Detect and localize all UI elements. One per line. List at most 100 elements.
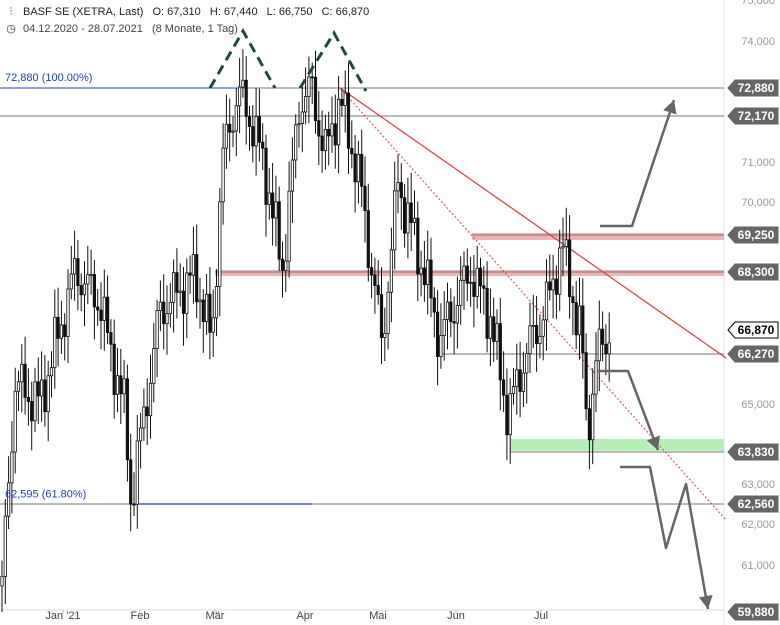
horizontal-levels <box>0 87 724 505</box>
candle-body <box>604 343 608 355</box>
candle-body <box>96 306 100 311</box>
bearish-arrow-long-head <box>698 594 713 609</box>
candle-body <box>218 201 222 287</box>
candle-body <box>40 379 44 397</box>
x-axis-labels: Jan '21 Feb Mär Apr Mai Jun Jul <box>45 610 548 622</box>
candle-body <box>482 285 486 289</box>
candle-body <box>63 324 67 338</box>
candle-body <box>247 116 252 127</box>
price-tag-label: 69,250 <box>738 228 775 242</box>
bullish-arrow <box>600 99 676 228</box>
candle-body <box>564 239 568 247</box>
candle-body <box>429 259 433 299</box>
bearish-arrow-short <box>598 369 660 451</box>
low-value: L: 66,750 <box>266 6 313 18</box>
candle-body <box>10 451 14 484</box>
chart-header: ⫶ BASF SE (XETRA, Last) O: 67,310 H: 67,4… <box>5 6 375 19</box>
candle-body <box>449 301 453 323</box>
instrument-title: BASF SE (XETRA, Last) <box>23 6 144 18</box>
candle-body <box>558 247 562 295</box>
candle-body <box>231 130 235 133</box>
candle-body <box>112 343 116 395</box>
candle-body <box>138 427 143 442</box>
candles-icon: ⫶ <box>9 6 13 18</box>
candle-body <box>485 287 489 339</box>
y-tick-label: 65,000 <box>741 399 775 411</box>
double-top-marker <box>298 30 368 92</box>
candle-body <box>531 324 535 327</box>
candle-body <box>439 335 443 357</box>
price-tag-label: 66,270 <box>738 347 775 361</box>
candle-body <box>16 381 21 392</box>
candle-body <box>20 363 24 383</box>
candle-body <box>168 301 172 315</box>
candle-body <box>597 328 601 362</box>
x-tick-label: Apr <box>296 610 313 622</box>
candle-body <box>419 267 423 275</box>
candle-body <box>383 333 387 338</box>
candle-body <box>303 96 308 113</box>
candle-body <box>185 272 189 314</box>
candle-body <box>66 288 70 338</box>
candle-body <box>99 309 103 321</box>
candle-body <box>89 274 93 276</box>
y-tick-label: 74,000 <box>741 36 775 48</box>
candle-body <box>402 197 407 234</box>
candle-body <box>33 381 37 422</box>
candle-body <box>165 313 169 325</box>
candle-body <box>320 135 324 152</box>
candle-body <box>333 123 337 146</box>
bearish-arrow-long <box>620 465 710 610</box>
candle-body <box>145 406 149 417</box>
candle-body <box>142 406 146 429</box>
candle-body <box>541 319 545 337</box>
price-tag-label: 72,880 <box>738 81 775 95</box>
candle-body <box>492 316 496 342</box>
candle-body <box>584 352 588 410</box>
candle-body <box>82 283 87 296</box>
x-tick-label: Jun <box>447 610 465 622</box>
candle-body <box>601 328 605 345</box>
candle-body <box>462 265 466 281</box>
candle-body <box>525 353 529 374</box>
candle-body <box>181 290 186 314</box>
candle-body <box>122 378 126 395</box>
candle-body <box>106 296 110 333</box>
candle-body <box>109 332 113 345</box>
candle-body <box>102 296 106 321</box>
candle-body <box>544 281 549 321</box>
candle-body <box>323 129 328 152</box>
candle-body <box>468 281 473 284</box>
pattern-markers <box>208 27 368 92</box>
candle-body <box>294 124 298 161</box>
candle-body <box>201 299 205 323</box>
candle-body <box>287 190 291 262</box>
candle-body <box>13 390 17 453</box>
price-tag-label: 68,300 <box>738 265 775 279</box>
y-tick-label: 62,000 <box>741 519 775 531</box>
candle-body <box>416 217 420 275</box>
candle-body <box>475 267 479 297</box>
candle-body <box>581 305 585 354</box>
candle-body <box>53 316 57 369</box>
candle-body <box>442 319 446 336</box>
candle-body <box>284 260 288 271</box>
zones <box>215 233 724 451</box>
candle-body <box>508 393 512 436</box>
candle-body <box>73 258 77 275</box>
candle-body <box>571 296 575 303</box>
candle-body <box>264 147 268 205</box>
candle-body <box>208 293 212 333</box>
candle-body <box>551 278 555 291</box>
candle-body <box>353 153 357 183</box>
candle-body <box>360 153 364 187</box>
price-tag <box>727 107 779 125</box>
price-tag <box>727 321 779 339</box>
candle-body <box>3 515 7 577</box>
candle-body <box>49 367 54 377</box>
candle-body <box>435 311 440 357</box>
candle-body <box>459 279 463 306</box>
x-tick-label: Jul <box>534 610 548 622</box>
period-text: (8 Monate, 1 Tag) <box>151 23 238 35</box>
